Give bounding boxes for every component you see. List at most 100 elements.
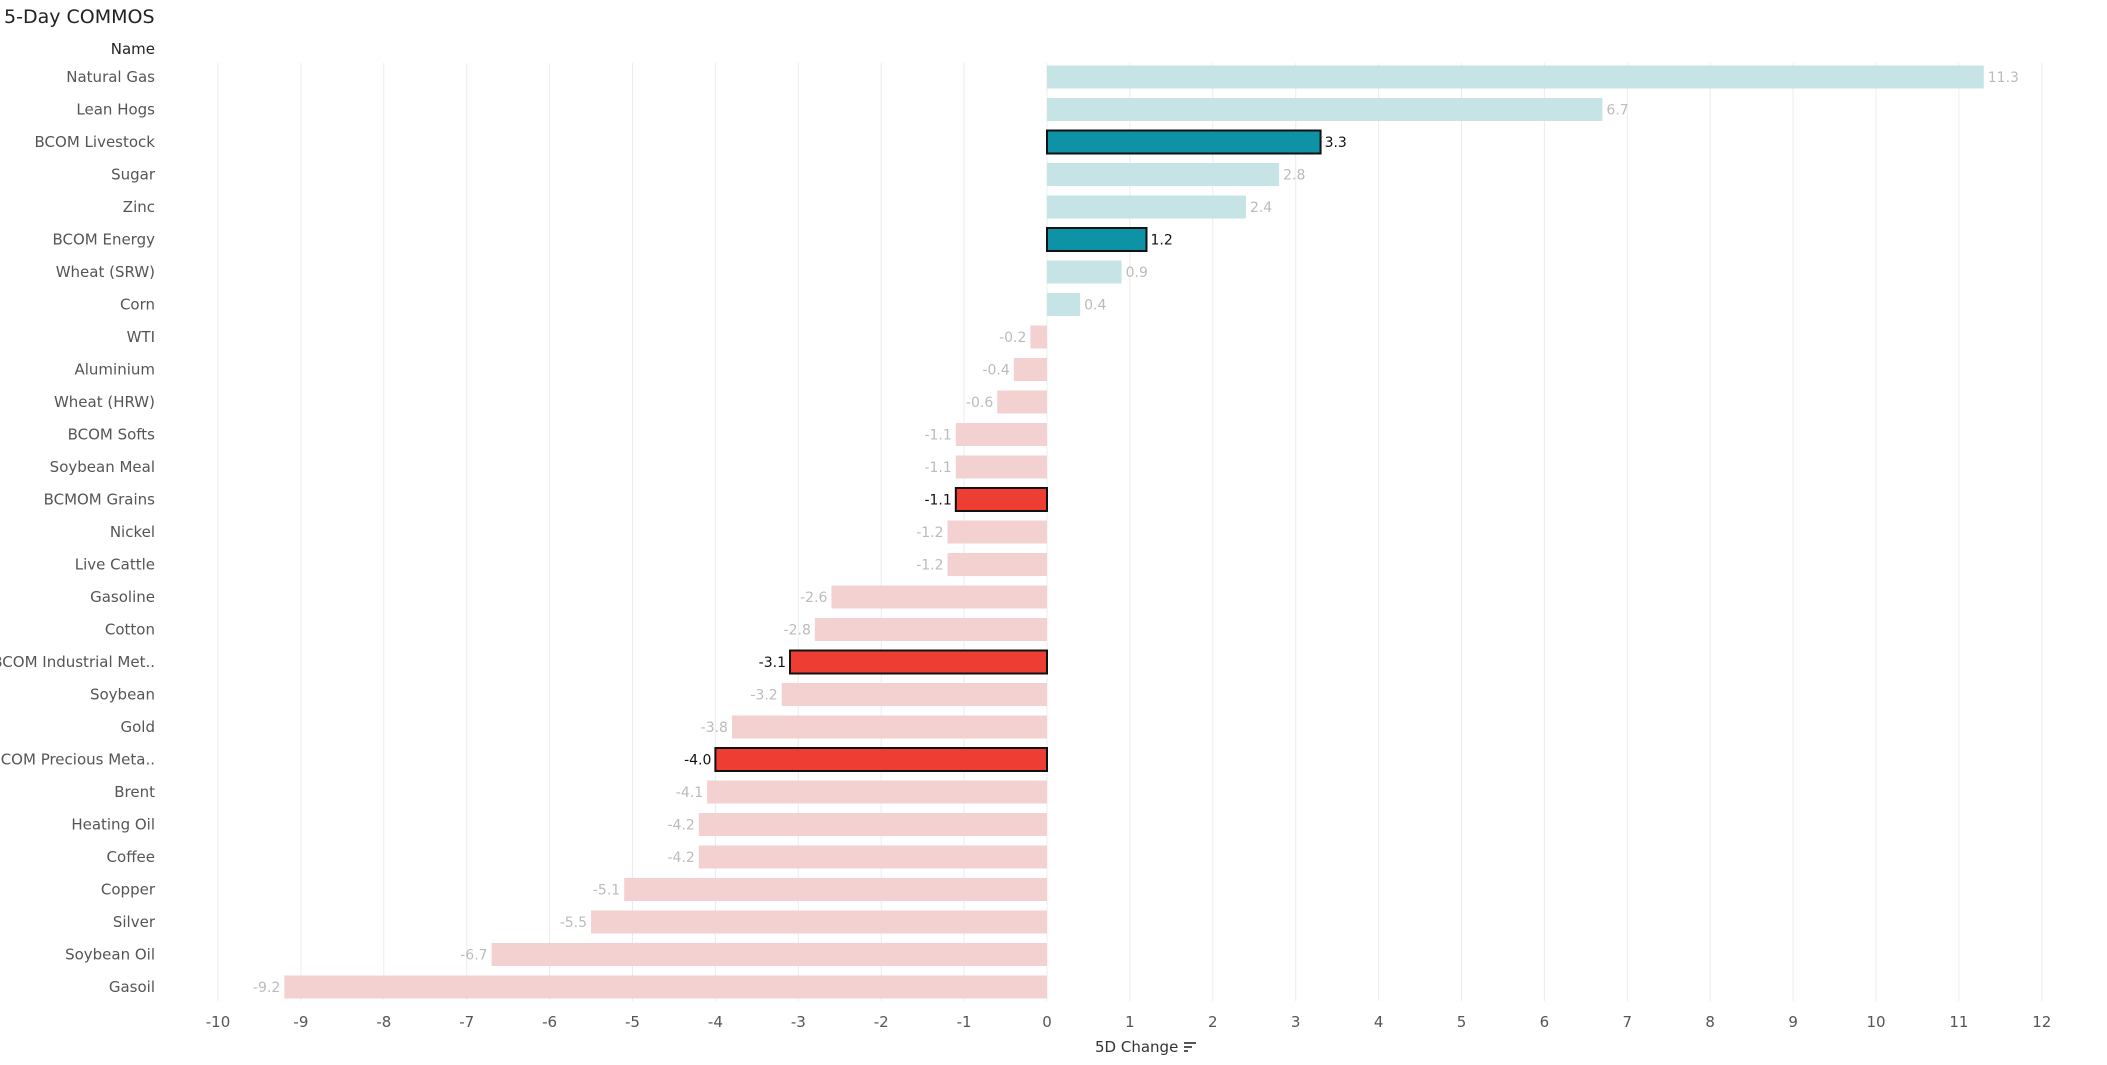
bar[interactable]	[814, 618, 1047, 641]
data-label: 0.9	[1126, 265, 1148, 281]
category-label[interactable]: Gasoil	[109, 978, 155, 996]
data-label: -5.1	[593, 883, 620, 899]
data-label: -2.6	[800, 590, 827, 606]
x-tick-label: -9	[293, 1013, 308, 1031]
category-label[interactable]: Soybean Meal	[50, 458, 155, 476]
data-label: 6.7	[1606, 103, 1628, 119]
data-label: 3.3	[1325, 135, 1347, 151]
bar[interactable]	[284, 975, 1047, 999]
bar[interactable]	[1047, 98, 1603, 121]
bar[interactable]	[1047, 195, 1246, 219]
category-label[interactable]: WTI	[127, 328, 155, 346]
bar[interactable]	[947, 520, 1047, 544]
x-tick-label: 2	[1208, 1013, 1218, 1031]
data-label: -3.1	[759, 655, 786, 671]
category-label[interactable]: Nickel	[110, 523, 155, 541]
category-label[interactable]: Copper	[101, 881, 156, 899]
bar[interactable]	[947, 553, 1047, 576]
x-tick-label: 3	[1291, 1013, 1301, 1031]
category-label[interactable]: Soybean	[90, 686, 155, 704]
x-tick-label: -1	[957, 1013, 972, 1031]
bar[interactable]	[698, 845, 1047, 869]
category-label[interactable]: Wheat (HRW)	[54, 393, 155, 411]
bar[interactable]	[954, 487, 1048, 512]
category-label[interactable]: Zinc	[123, 198, 155, 216]
bar[interactable]	[698, 813, 1047, 836]
bar[interactable]	[591, 910, 1047, 934]
bar[interactable]	[1030, 325, 1047, 349]
category-label[interactable]: BCOM Livestock	[35, 133, 156, 151]
category-label[interactable]: BCOM Precious Meta..	[0, 751, 155, 769]
bar[interactable]	[707, 780, 1047, 804]
bar[interactable]	[781, 683, 1047, 706]
x-axis-title[interactable]: 5D Change	[1095, 1038, 1197, 1056]
bar[interactable]	[1047, 65, 1984, 89]
bar[interactable]	[714, 747, 1049, 772]
category-label[interactable]: Cotton	[105, 621, 155, 639]
category-label[interactable]: Brent	[114, 783, 155, 801]
x-tick-label: 7	[1623, 1013, 1633, 1031]
category-label[interactable]: Gasoline	[90, 588, 155, 606]
data-label: -1.1	[924, 460, 951, 476]
category-label[interactable]: Live Cattle	[75, 556, 155, 574]
x-tick-label: 8	[1705, 1013, 1715, 1031]
data-label: 2.4	[1250, 200, 1272, 216]
bar[interactable]	[955, 455, 1047, 479]
category-label[interactable]: BCOM Softs	[68, 426, 156, 444]
category-label[interactable]: Wheat (SRW)	[56, 263, 155, 281]
category-label[interactable]: Coffee	[107, 848, 155, 866]
x-axis-ticks: -10 -9 -8 -7 -6 -5 -4 -3 -2 -1 0 1 2 3 4 5 6 7 8 9 10 11 12	[206, 1013, 2052, 1031]
x-tick-label: 4	[1374, 1013, 1384, 1031]
category-label[interactable]: Lean Hogs	[76, 101, 155, 119]
bar[interactable]	[1047, 293, 1081, 316]
row-header-name[interactable]: Name	[110, 40, 155, 58]
data-label: -1.1	[924, 493, 951, 509]
bar[interactable]	[1046, 129, 1322, 155]
bar[interactable]	[789, 649, 1048, 675]
data-label: 1.2	[1150, 233, 1172, 249]
bar[interactable]	[1047, 260, 1122, 284]
bar[interactable]	[491, 943, 1047, 966]
x-tick-label: -2	[874, 1013, 889, 1031]
bars	[284, 65, 1984, 999]
bar[interactable]	[624, 878, 1047, 901]
category-label[interactable]: Heating Oil	[71, 816, 155, 834]
category-label[interactable]: Natural Gas	[66, 68, 155, 86]
data-label: -3.2	[750, 688, 777, 704]
data-label: -4.1	[676, 785, 703, 801]
data-label: -4.2	[667, 818, 694, 834]
category-label[interactable]: BCOM Energy	[52, 231, 155, 249]
data-label: -3.8	[701, 720, 728, 736]
data-label: -1.1	[924, 428, 951, 444]
category-label[interactable]: Silver	[113, 913, 156, 931]
bar[interactable]	[1046, 227, 1148, 252]
x-tick-label: -4	[708, 1013, 723, 1031]
x-tick-label: -6	[542, 1013, 557, 1031]
bar[interactable]	[1047, 163, 1280, 186]
category-label[interactable]: Sugar	[111, 166, 156, 184]
bar[interactable]	[831, 585, 1047, 609]
sort-descending-icon[interactable]	[1184, 1042, 1197, 1052]
category-label[interactable]: BCMOM Grains	[44, 491, 156, 509]
data-label: -1.2	[916, 558, 943, 574]
category-label[interactable]: Gold	[121, 718, 156, 736]
category-label[interactable]: Corn	[120, 296, 155, 314]
bar[interactable]	[731, 715, 1047, 739]
data-label: -5.5	[560, 915, 587, 931]
data-label: 2.8	[1283, 168, 1305, 184]
category-label[interactable]: Soybean Oil	[65, 946, 155, 964]
category-label[interactable]: Aluminium	[74, 361, 155, 379]
data-label: 0.4	[1084, 298, 1106, 314]
data-label: -1.2	[916, 525, 943, 541]
bar[interactable]	[997, 390, 1047, 414]
bar[interactable]	[955, 423, 1047, 446]
x-tick-label: 6	[1540, 1013, 1550, 1031]
x-tick-label: 1	[1125, 1013, 1135, 1031]
data-label: -0.4	[983, 363, 1010, 379]
bar[interactable]	[1013, 358, 1047, 381]
x-tick-label: -10	[206, 1013, 231, 1031]
category-label[interactable]: BCOM Industrial Met..	[0, 653, 155, 671]
x-tick-label: 0	[1042, 1013, 1052, 1031]
x-tick-label: 5	[1457, 1013, 1467, 1031]
